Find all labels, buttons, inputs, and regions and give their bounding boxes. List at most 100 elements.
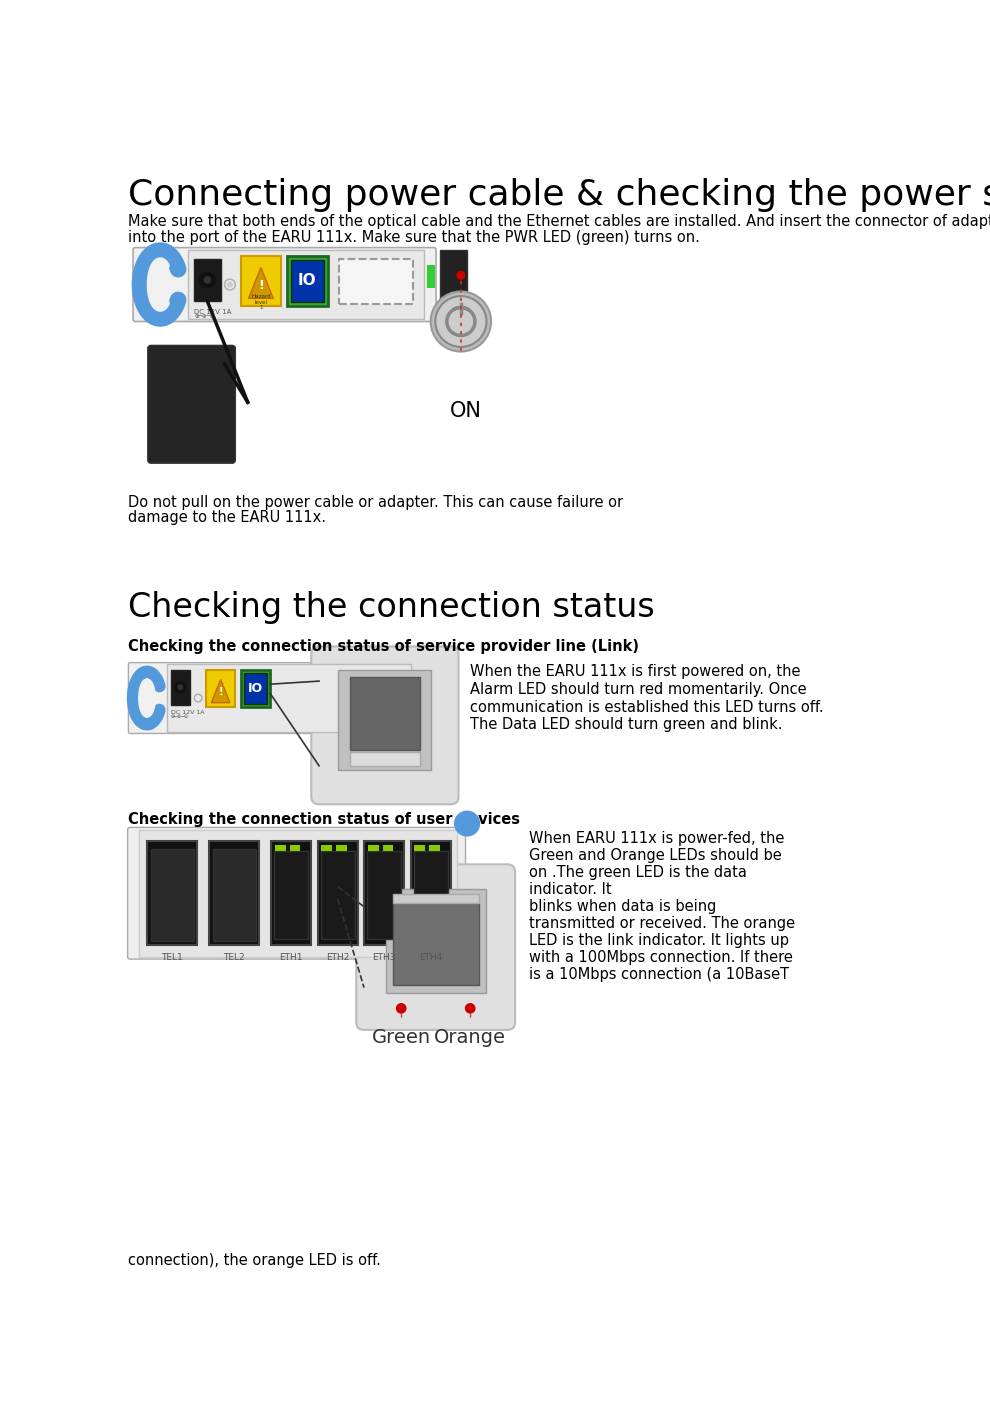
Circle shape xyxy=(178,685,182,690)
Text: with a 100Mbps connection. If there: with a 100Mbps connection. If there xyxy=(529,950,793,965)
Text: Checking the connection status of user devices: Checking the connection status of user d… xyxy=(128,813,520,827)
Bar xyxy=(364,841,404,945)
Text: ON: ON xyxy=(450,401,482,421)
Polygon shape xyxy=(248,267,273,298)
Bar xyxy=(321,851,354,940)
Text: The Data LED should turn green and blink.: The Data LED should turn green and blink… xyxy=(470,717,783,733)
Bar xyxy=(415,845,426,851)
Bar xyxy=(150,850,193,941)
Bar xyxy=(140,830,457,957)
Text: !: ! xyxy=(219,687,223,697)
Bar xyxy=(368,845,379,851)
Bar xyxy=(274,851,308,940)
Text: ETH3: ETH3 xyxy=(372,952,396,962)
Circle shape xyxy=(194,694,202,703)
Bar xyxy=(241,670,270,707)
Circle shape xyxy=(454,811,479,835)
Text: Checking the connection status: Checking the connection status xyxy=(128,591,654,624)
Bar xyxy=(429,845,440,851)
Text: ETH1: ETH1 xyxy=(279,952,303,962)
FancyBboxPatch shape xyxy=(356,864,515,1030)
Bar xyxy=(336,845,346,851)
Circle shape xyxy=(225,278,236,290)
Bar xyxy=(339,670,432,770)
Text: DC 12V 1A: DC 12V 1A xyxy=(194,310,232,316)
Text: communication is established this LED turns off.: communication is established this LED tu… xyxy=(470,700,824,714)
Bar xyxy=(322,845,333,851)
Circle shape xyxy=(436,296,486,347)
Text: on .The green LED is the data: on .The green LED is the data xyxy=(529,865,746,880)
Text: Do not pull on the power cable or adapter. This can cause failure or: Do not pull on the power cable or adapte… xyxy=(128,494,623,510)
Bar xyxy=(393,902,479,985)
Bar xyxy=(275,845,286,851)
Circle shape xyxy=(465,1004,475,1012)
Circle shape xyxy=(204,277,211,283)
Bar xyxy=(411,841,450,945)
Text: damage to the EARU 111x.: damage to the EARU 111x. xyxy=(128,510,326,526)
FancyBboxPatch shape xyxy=(133,247,436,321)
Bar xyxy=(209,841,259,945)
Bar xyxy=(287,256,328,306)
Bar xyxy=(367,851,401,940)
Circle shape xyxy=(228,283,233,287)
Text: Checking the connection status of service provider line (Link): Checking the connection status of servic… xyxy=(128,638,639,654)
Text: is a 10Mbps connection (a 10BaseT: is a 10Mbps connection (a 10BaseT xyxy=(529,967,789,982)
Bar xyxy=(241,256,281,306)
Text: IO: IO xyxy=(248,683,263,695)
Bar xyxy=(350,677,420,750)
Bar xyxy=(206,670,236,707)
Bar xyxy=(393,894,479,902)
Bar xyxy=(147,841,197,945)
Bar xyxy=(271,841,311,945)
Text: Orange: Orange xyxy=(435,1028,506,1047)
Bar xyxy=(290,845,300,851)
Bar xyxy=(244,674,267,704)
Bar xyxy=(213,850,255,941)
Text: indicator. It: indicator. It xyxy=(529,883,612,897)
Circle shape xyxy=(397,1004,406,1012)
Text: Make sure that both ends of the optical cable and the Ethernet cables are instal: Make sure that both ends of the optical … xyxy=(128,214,990,230)
Text: ⊕─⊕─⊖: ⊕─⊕─⊖ xyxy=(194,314,215,318)
Text: transmitted or received. The orange: transmitted or received. The orange xyxy=(529,915,795,931)
Circle shape xyxy=(457,271,464,278)
Text: TEL1: TEL1 xyxy=(161,952,183,962)
Bar xyxy=(194,258,222,301)
Circle shape xyxy=(175,683,186,693)
Text: When EARU 111x is power-fed, the: When EARU 111x is power-fed, the xyxy=(529,831,784,847)
Text: ETH2: ETH2 xyxy=(326,952,349,962)
Bar xyxy=(171,670,190,705)
Bar xyxy=(440,250,467,320)
Text: Green: Green xyxy=(371,1028,431,1047)
Text: ⊕─⊕─⊖: ⊕─⊕─⊖ xyxy=(171,714,189,720)
Text: DC 12V 1A: DC 12V 1A xyxy=(171,710,205,714)
Text: TEL2: TEL2 xyxy=(223,952,245,962)
Bar xyxy=(167,664,411,733)
Text: Green and Orange LEDs should be: Green and Orange LEDs should be xyxy=(529,848,782,863)
Bar xyxy=(350,753,420,765)
Bar xyxy=(427,266,435,288)
FancyBboxPatch shape xyxy=(148,346,236,463)
Text: Hazard
level
1: Hazard level 1 xyxy=(251,294,270,310)
Polygon shape xyxy=(211,680,230,703)
Text: When the EARU 111x is first powered on, the: When the EARU 111x is first powered on, … xyxy=(470,664,801,680)
Text: connection), the orange LED is off.: connection), the orange LED is off. xyxy=(128,1254,380,1268)
Circle shape xyxy=(200,273,215,287)
FancyBboxPatch shape xyxy=(129,663,418,734)
Text: Alarm LED should turn red momentarily. Once: Alarm LED should turn red momentarily. O… xyxy=(470,681,807,697)
Text: blinks when data is being: blinks when data is being xyxy=(529,900,717,914)
Circle shape xyxy=(431,291,491,351)
Bar xyxy=(386,890,486,992)
Text: !: ! xyxy=(258,278,263,291)
Bar xyxy=(188,250,425,320)
Bar xyxy=(340,258,413,304)
Bar xyxy=(382,845,393,851)
Bar xyxy=(414,851,447,940)
Text: into the port of the EARU 111x. Make sure that the PWR LED (green) turns on.: into the port of the EARU 111x. Make sur… xyxy=(128,230,700,244)
FancyBboxPatch shape xyxy=(311,647,458,804)
Text: Connecting power cable & checking the power status: Connecting power cable & checking the po… xyxy=(128,177,990,211)
FancyBboxPatch shape xyxy=(128,827,465,960)
Text: ETH4: ETH4 xyxy=(419,952,443,962)
Bar xyxy=(291,260,324,303)
Text: LED is the link indicator. It lights up: LED is the link indicator. It lights up xyxy=(529,932,789,948)
Text: IO: IO xyxy=(298,273,317,288)
